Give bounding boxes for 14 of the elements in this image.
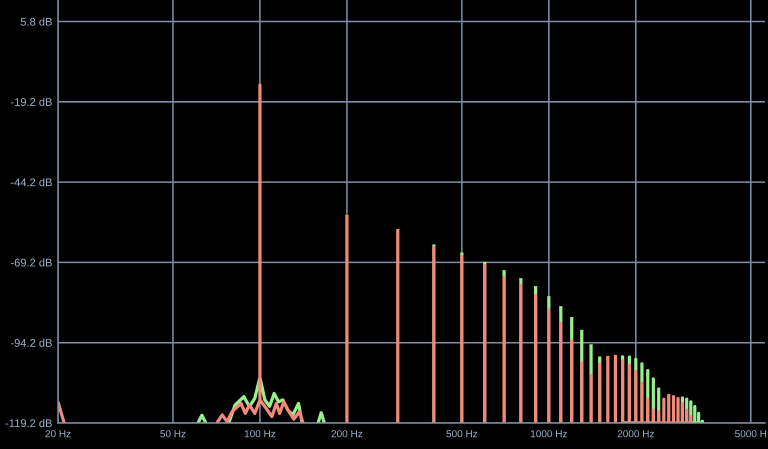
- x-tick-label: 5000 H: [735, 430, 766, 438]
- y-tick-label: 5.8 dB: [20, 17, 52, 26]
- y-tick-label: -44.2 dB: [10, 178, 52, 186]
- x-tick-label: 20 Hz: [45, 430, 71, 438]
- y-tick-label: -119.2 dB: [6, 418, 52, 428]
- y-tick-label: -69.2 dB: [10, 258, 52, 267]
- y-tick-label: -19.2 dB: [10, 98, 52, 106]
- x-tick-label: 1000 Hz: [530, 430, 567, 438]
- y-tick-label: -94.2 dB: [10, 338, 52, 347]
- x-tick-label: 500 Hz: [446, 430, 478, 438]
- x-tick-label: 200 Hz: [332, 430, 362, 438]
- x-tick-label: 100 Hz: [244, 430, 276, 438]
- x-tick-label: 2000 Hz: [618, 430, 654, 438]
- x-tick-label: 50 Hz: [160, 430, 186, 438]
